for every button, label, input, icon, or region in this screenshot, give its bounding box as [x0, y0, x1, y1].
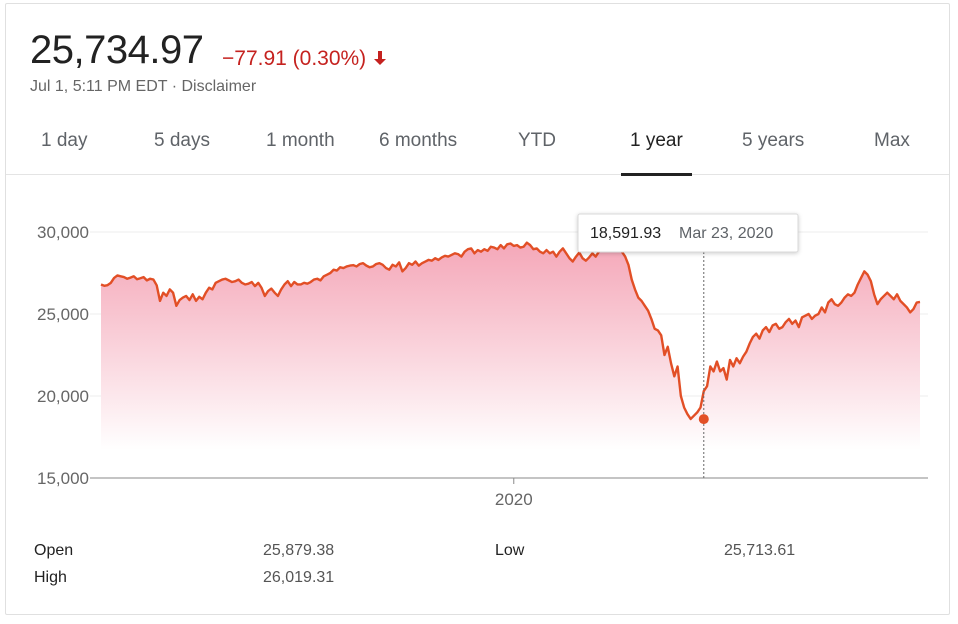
stat-low-label: Low — [495, 542, 525, 559]
tooltip-value: 18,591.93 — [590, 225, 661, 242]
x-tick-label: 2020 — [495, 490, 533, 509]
highlight-point — [698, 414, 709, 425]
y-tick-label: 20,000 — [37, 387, 89, 406]
stat-low-value: 25,713.61 — [724, 542, 796, 559]
tab-1-year[interactable]: 1 year — [630, 130, 683, 151]
price-change-text: −77.91 (0.30%) — [222, 47, 367, 70]
tooltip-date: Mar 23, 2020 — [679, 225, 773, 242]
tab-1-month[interactable]: 1 month — [266, 130, 335, 151]
quote-meta: Jul 1, 5:11 PM EDT · Disclaimer — [30, 78, 256, 96]
y-tick-label: 30,000 — [37, 223, 89, 242]
tab-6-months[interactable]: 6 months — [379, 130, 458, 151]
finance-chart-card: 25,734.97 −77.91 (0.30%) Jul 1, 5:11 PM … — [5, 3, 950, 615]
stat-open-value: 25,879.38 — [263, 542, 335, 559]
stat-open-label: Open — [34, 542, 74, 559]
price-chart[interactable]: 30,000 25,000 20,000 15,000 2020 18,591.93 Ma… — [6, 174, 949, 524]
tab-5-years[interactable]: 5 years — [742, 130, 805, 151]
active-tab-indicator — [621, 173, 692, 176]
disclaimer-link[interactable]: Disclaimer — [181, 78, 257, 95]
price-series-line — [100, 241, 921, 421]
range-tabs: 1 day 5 days 1 month 6 months YTD 1 year… — [6, 116, 949, 176]
tab-5-days[interactable]: 5 days — [154, 130, 210, 151]
meta-separator: · — [171, 78, 178, 95]
price-change: −77.91 (0.30%) — [222, 47, 388, 72]
current-price: 25,734.97 — [30, 28, 204, 72]
stat-high-value: 26,019.31 — [263, 569, 335, 586]
tab-max[interactable]: Max — [874, 130, 910, 151]
y-tick-label: 15,000 — [37, 469, 89, 488]
tab-1-day[interactable]: 1 day — [41, 130, 88, 151]
tooltip-box — [577, 213, 799, 253]
tab-ytd[interactable]: YTD — [518, 130, 556, 151]
down-arrow-icon — [372, 48, 388, 72]
y-tick-label: 25,000 — [37, 305, 89, 324]
stat-high-label: High — [34, 569, 67, 586]
price-area-fill — [101, 242, 920, 451]
quote-timestamp: Jul 1, 5:11 PM EDT — [30, 78, 168, 95]
